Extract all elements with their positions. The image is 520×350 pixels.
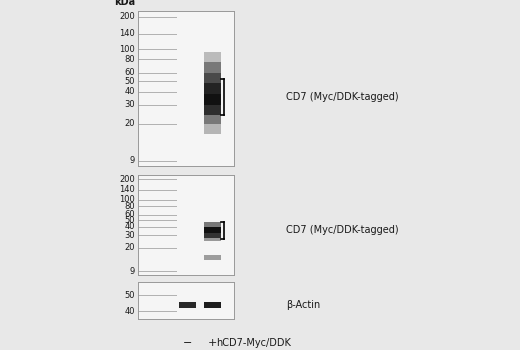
Text: 40: 40 <box>125 87 135 96</box>
Bar <box>179 302 197 308</box>
Bar <box>204 51 222 62</box>
Bar <box>204 124 222 134</box>
Text: 20: 20 <box>125 243 135 252</box>
Text: β-Actin: β-Actin <box>286 300 320 310</box>
Text: 50: 50 <box>125 291 135 300</box>
Text: CD7 (Myc/DDK-tagged): CD7 (Myc/DDK-tagged) <box>286 225 399 236</box>
Text: 20: 20 <box>125 119 135 128</box>
Text: −: − <box>183 338 192 349</box>
Bar <box>204 94 222 105</box>
Text: 140: 140 <box>120 29 135 38</box>
Text: 200: 200 <box>120 13 135 21</box>
Bar <box>204 227 222 233</box>
Bar <box>204 238 222 241</box>
Bar <box>204 73 222 83</box>
Bar <box>204 302 222 308</box>
Text: kDa: kDa <box>114 0 135 7</box>
Bar <box>204 233 222 238</box>
Text: 140: 140 <box>120 185 135 194</box>
Text: 60: 60 <box>125 210 135 219</box>
Bar <box>204 255 222 260</box>
Text: 9: 9 <box>130 267 135 276</box>
Text: 9: 9 <box>130 156 135 165</box>
Bar <box>204 115 222 124</box>
Text: CD7 (Myc/DDK-tagged): CD7 (Myc/DDK-tagged) <box>286 92 399 103</box>
Text: 50: 50 <box>125 216 135 225</box>
Text: 60: 60 <box>125 68 135 77</box>
Text: 200: 200 <box>120 175 135 184</box>
Text: 30: 30 <box>125 231 135 240</box>
Text: 40: 40 <box>125 307 135 316</box>
Text: 50: 50 <box>125 77 135 86</box>
Text: 80: 80 <box>125 55 135 64</box>
Text: 30: 30 <box>125 100 135 110</box>
Text: hCD7-Myc/DDK: hCD7-Myc/DDK <box>216 338 291 349</box>
Bar <box>204 105 222 115</box>
Bar <box>204 83 222 94</box>
Text: 80: 80 <box>125 202 135 211</box>
Bar <box>204 62 222 73</box>
Text: 40: 40 <box>125 223 135 231</box>
Text: +: + <box>208 338 217 349</box>
Bar <box>204 222 222 227</box>
Text: 100: 100 <box>120 195 135 204</box>
Text: 100: 100 <box>120 44 135 54</box>
